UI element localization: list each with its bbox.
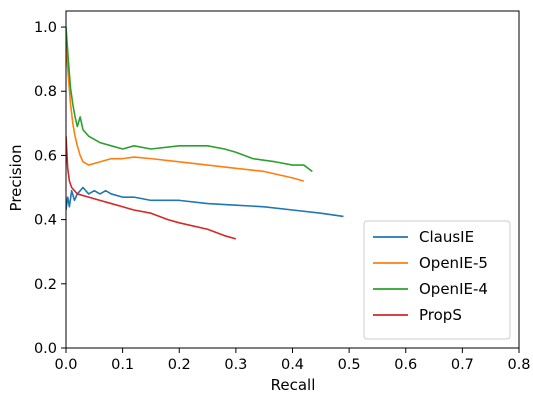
x-axis-label: Recall (271, 376, 316, 394)
legend-label-props: PropS (419, 306, 462, 324)
x-tick-label: 0.7 (451, 357, 474, 373)
y-axis-label: Precision (7, 145, 25, 212)
x-tick-label: 0.8 (507, 357, 530, 373)
series-line-openie-4 (66, 26, 313, 173)
x-tick-label: 0.2 (168, 357, 191, 373)
y-tick-label: 0.4 (34, 213, 57, 229)
y-tick-label: 1.0 (34, 20, 57, 36)
x-tick-label: 0.5 (338, 357, 361, 373)
plot-layer (66, 26, 344, 240)
y-tick-label: 0.8 (34, 84, 57, 100)
x-tick-label: 0.3 (224, 357, 247, 373)
x-tick-label: 0.6 (394, 357, 417, 373)
y-tick-label: 0.6 (34, 148, 57, 164)
legend-label-openie-5: OpenIE-5 (419, 254, 488, 272)
y-tick-label: 0.2 (34, 277, 57, 293)
x-tick-label: 0.1 (111, 357, 134, 373)
series-line-props (66, 136, 237, 240)
x-tick-label: 0.0 (54, 357, 77, 373)
legend-box (363, 220, 511, 340)
axes-layer: 0.0 0.1 0.2 0.3 0.4 0.5 0.6 0.7 0.8 0.0 0.2 0.4 0.6 0… (34, 10, 531, 373)
y-tick-label: 0.0 (34, 341, 57, 357)
legend: ClausIE OpenIE-5 OpenIE-4 PropS (363, 220, 511, 340)
series-line-clausie (66, 186, 344, 218)
legend-label-openie-4: OpenIE-4 (419, 280, 488, 298)
x-tick-label: 0.4 (281, 357, 304, 373)
series-line-openie-5 (66, 46, 305, 182)
legend-label-clausie: ClausIE (419, 228, 474, 246)
